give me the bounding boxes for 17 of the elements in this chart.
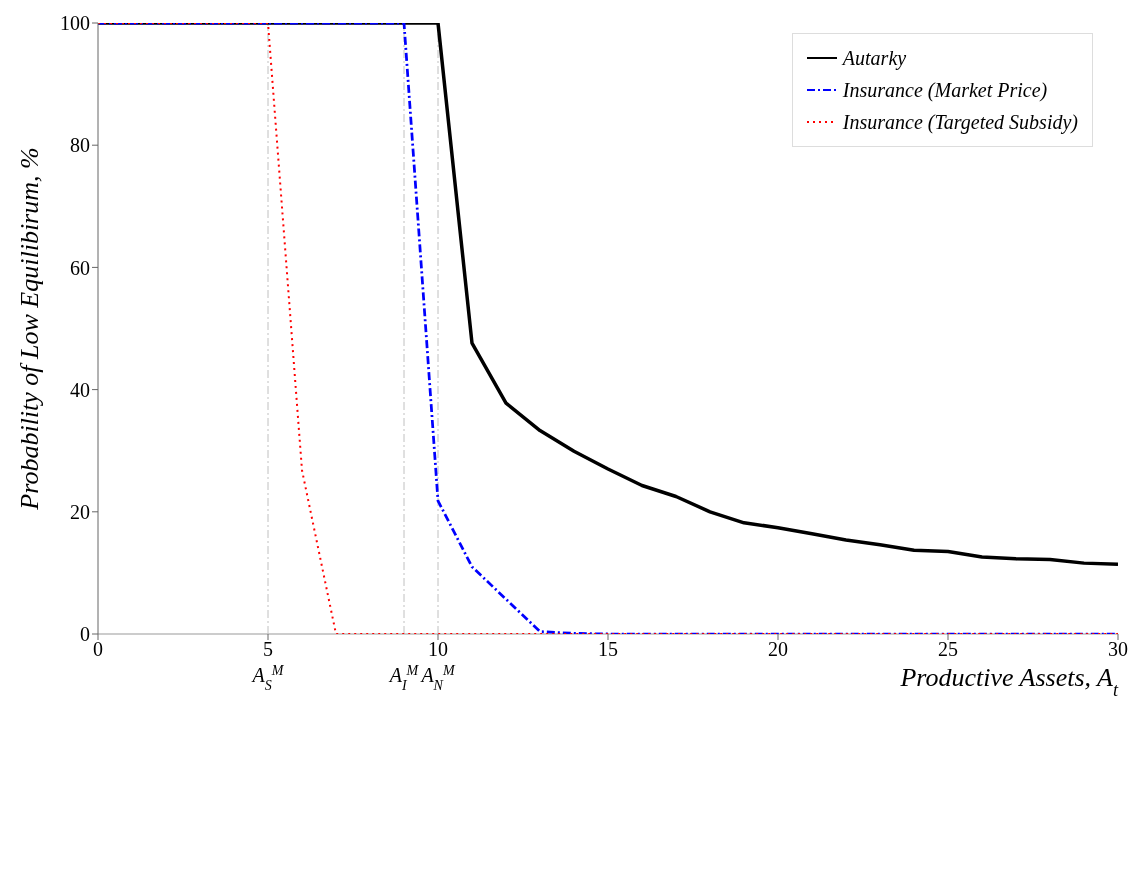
y-tick-label: 80	[70, 134, 90, 157]
legend-label: Insurance (Targeted Subsidy)	[842, 110, 1078, 134]
x-tick-label: 25	[938, 638, 958, 661]
x-tick-label: 15	[598, 638, 618, 661]
legend-label: Autarky	[842, 46, 907, 70]
y-tick-label: 0	[80, 623, 90, 646]
y-tick-label: 40	[70, 378, 90, 401]
x-tick-label: 10	[428, 638, 448, 661]
x-tick-label: 5	[263, 638, 273, 661]
y-axis-title: Probability of Low Equilibirum, %	[15, 147, 44, 511]
legend-label: Insurance (Market Price)	[842, 78, 1048, 102]
y-tick-label: 60	[70, 256, 90, 279]
y-tick-label: 20	[70, 500, 90, 523]
y-tick-label: 100	[60, 12, 90, 35]
x-axis-title: Productive Assets, A$_{t}$	[899, 663, 1119, 700]
x-tick-label: 20	[768, 638, 788, 661]
x-tick-label: 30	[1108, 638, 1128, 661]
